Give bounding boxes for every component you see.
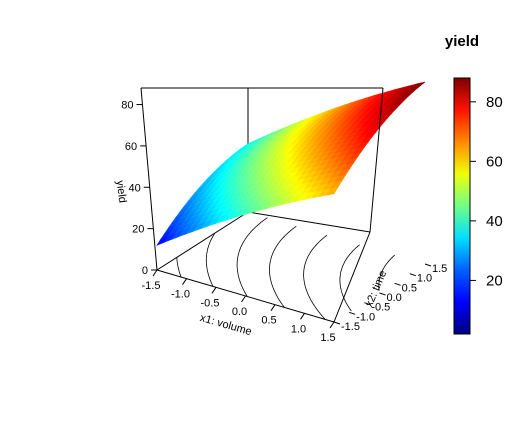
contour-line — [205, 232, 216, 287]
box-back-floor-left — [156, 211, 249, 271]
x-tick-label: 0.0 — [232, 306, 247, 318]
y-tick-mark — [379, 292, 386, 296]
y-tick-mark — [364, 302, 371, 306]
colorbar-title: yield — [445, 33, 479, 50]
box-back-floor-right — [247, 211, 371, 233]
x-tick-label: 0.5 — [261, 315, 276, 327]
y-tick-label: -0.5 — [371, 302, 390, 314]
x-tick-label: -1.0 — [171, 289, 190, 301]
x-tick-mark — [300, 313, 305, 320]
x-tick-label: -0.5 — [201, 297, 220, 309]
y-tick-label: 1.5 — [432, 263, 447, 275]
y-tick-label: 1.0 — [417, 273, 432, 285]
x-tick-mark — [211, 287, 217, 294]
z-axis-title: yield — [114, 180, 129, 204]
surface-patch — [326, 187, 339, 196]
x-tick-mark — [182, 278, 187, 285]
y-tick-mark — [333, 321, 341, 325]
y-tick-label: 0.5 — [402, 282, 417, 294]
colorbar-ticks: 20 40 60 80 — [470, 94, 503, 289]
x-tick-mark — [329, 321, 335, 329]
contour-line — [269, 225, 297, 308]
z-axis-ticks: 0 20 40 60 80 — [121, 100, 157, 277]
y-tick-label: -1.0 — [356, 311, 375, 323]
x-tick-mark — [241, 295, 246, 303]
z-tick-label: 60 — [125, 141, 137, 153]
z-tick-label: 0 — [142, 265, 148, 277]
x-tick-mark — [270, 304, 276, 311]
z-tick-label: 80 — [121, 100, 133, 112]
x-tick-label: -1.5 — [142, 280, 161, 292]
y-tick-label: 0.0 — [387, 292, 402, 304]
colorbar-tick-label: 60 — [486, 153, 503, 170]
floor-contours — [176, 217, 395, 320]
y-tick-mark — [409, 273, 416, 277]
y-tick-mark — [424, 263, 432, 267]
y-axis-line — [333, 231, 371, 323]
contour-line — [176, 257, 182, 278]
y-tick-mark — [349, 311, 356, 315]
response-surface — [156, 81, 426, 246]
contour-line — [236, 217, 268, 297]
x-axis-ticks: -1.5 -1.0 -0.5 0.0 0.5 1.0 1.5 — [142, 269, 336, 344]
y-tick-label: -1.5 — [341, 321, 360, 333]
z-tick-label: 40 — [128, 182, 140, 194]
y-axis-ticks: -1.5-1.0-0.50.00.51.01.5 — [333, 263, 447, 333]
z-axis-line — [140, 87, 158, 271]
colorbar-tick-label: 80 — [486, 94, 503, 111]
colorbar-tick-label: 20 — [486, 272, 503, 289]
x-tick-label: 1.5 — [320, 332, 335, 344]
z-tick-label: 20 — [132, 224, 144, 236]
colorbar-tick-label: 40 — [486, 213, 503, 230]
contour-line — [303, 234, 328, 320]
y-tick-mark — [394, 282, 401, 286]
x-tick-mark — [152, 269, 158, 277]
x-tick-label: 1.0 — [291, 323, 306, 335]
colorbar — [453, 77, 471, 335]
box-front-right-vertical — [369, 87, 384, 233]
contour-line — [378, 254, 395, 291]
